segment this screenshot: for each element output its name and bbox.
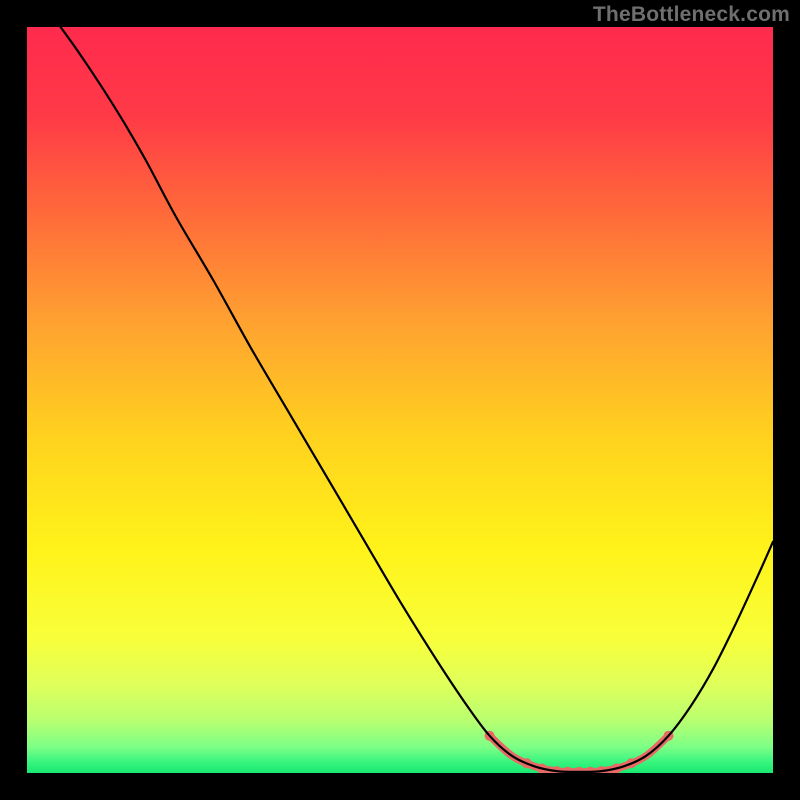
gradient-background [27, 27, 773, 773]
watermark-text: TheBottleneck.com [593, 3, 790, 27]
plot-area [27, 27, 773, 773]
chart-root: TheBottleneck.com [0, 0, 800, 800]
bottleneck-curve-chart [27, 27, 773, 773]
